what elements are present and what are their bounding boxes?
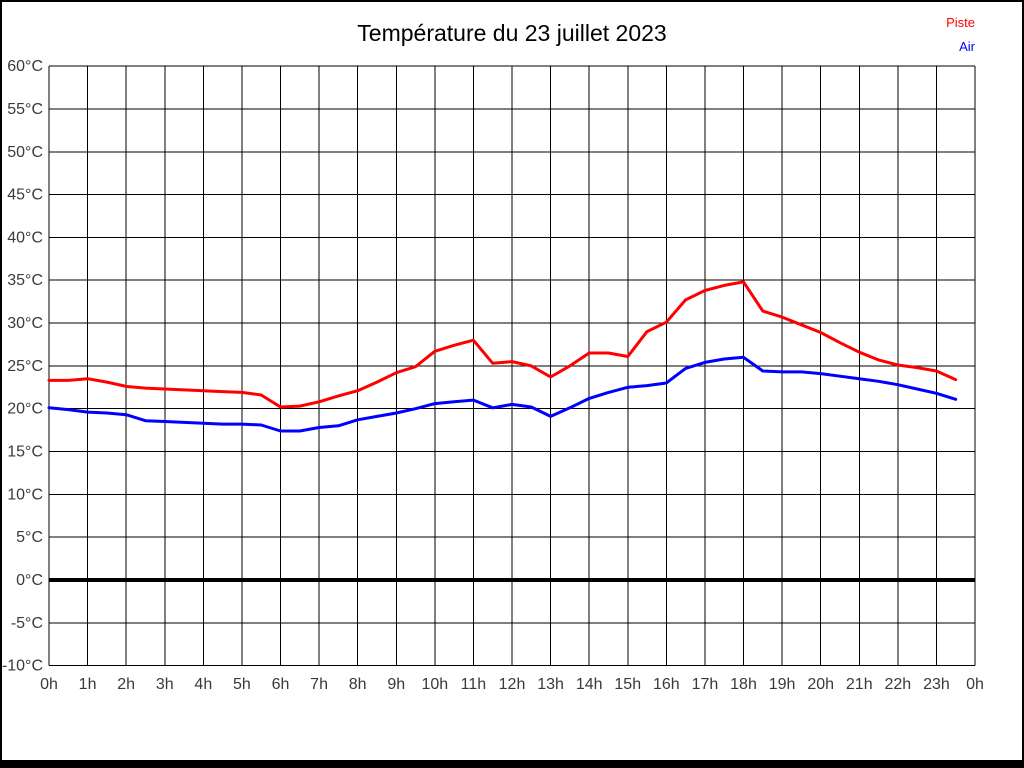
x-tick-label: 6h [272, 676, 290, 693]
series-line-air [47, 355, 958, 433]
y-tick-label: 45°C [7, 187, 43, 204]
y-tick-label: -10°C [2, 658, 43, 675]
x-tick-label: 4h [194, 676, 212, 693]
x-tick-label: 9h [387, 676, 405, 693]
x-tick-label: 22h [884, 676, 911, 693]
x-tick-label: 21h [846, 676, 873, 693]
y-tick-label: 5°C [16, 529, 43, 546]
y-tick-label: -5°C [11, 615, 43, 632]
y-tick-label: 60°C [7, 58, 43, 75]
x-tick-label: 1h [79, 676, 97, 693]
y-tick-label: 55°C [7, 101, 43, 118]
x-tick-label: 19h [769, 676, 796, 693]
x-tick-label: 0h [966, 676, 984, 693]
y-tick-label: 10°C [7, 486, 43, 503]
y-tick-label: 0°C [16, 572, 43, 589]
y-tick-label: 25°C [7, 358, 43, 375]
x-tick-label: 2h [117, 676, 135, 693]
series-line-piste [47, 280, 958, 409]
legend-piste-label: Piste [946, 15, 975, 30]
x-tick-label: 20h [807, 676, 834, 693]
x-tick-label: 13h [537, 676, 564, 693]
legend-air-label: Air [959, 39, 975, 54]
x-tick-label: 16h [653, 676, 680, 693]
chart-title: Température du 23 juillet 2023 [357, 20, 667, 46]
x-tick-label: 7h [310, 676, 328, 693]
y-tick-label: 40°C [7, 229, 43, 246]
x-tick-label: 5h [233, 676, 251, 693]
y-tick-label: 50°C [7, 144, 43, 161]
y-tick-label: 30°C [7, 315, 43, 332]
x-tick-label: 17h [692, 676, 719, 693]
x-tick-label: 8h [349, 676, 367, 693]
x-tick-label: 0h [40, 676, 58, 693]
x-tick-label: 11h [461, 676, 487, 693]
x-tick-label: 23h [923, 676, 950, 693]
y-tick-label: 35°C [7, 272, 43, 289]
x-tick-label: 14h [576, 676, 603, 693]
x-tick-label: 10h [421, 676, 448, 693]
y-tick-label: 15°C [7, 444, 43, 461]
y-tick-label: 20°C [7, 401, 43, 418]
x-tick-label: 18h [730, 676, 757, 693]
chart-legend: Piste Air [946, 11, 975, 59]
x-tick-label: 12h [499, 676, 526, 693]
x-tick-label: 3h [156, 676, 174, 693]
x-tick-label: 15h [614, 676, 641, 693]
